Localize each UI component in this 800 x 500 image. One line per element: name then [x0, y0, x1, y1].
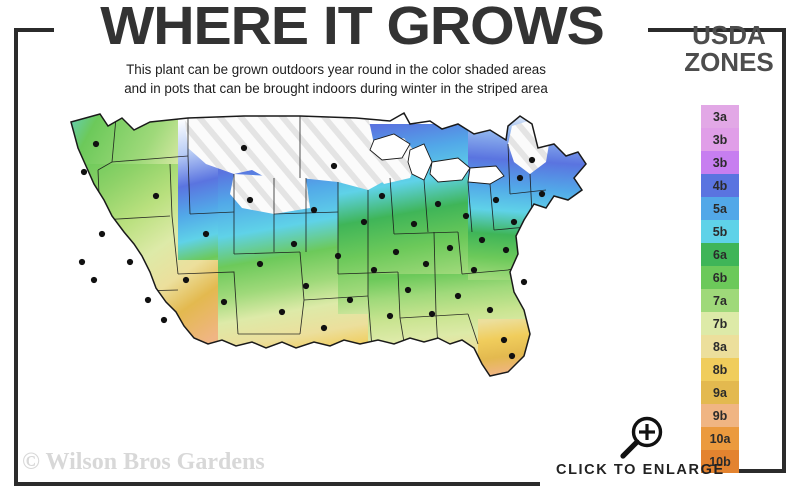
- legend-zone-9a-12: 9a: [701, 381, 739, 404]
- frame-bottom-right: [726, 469, 786, 473]
- legend-zone-7a-8: 7a: [701, 289, 739, 312]
- legend-zone-3a-0: 3a: [701, 105, 739, 128]
- legend-zone-5b-5: 5b: [701, 220, 739, 243]
- city-dots: [78, 140, 546, 360]
- striped-region-wyoming: [230, 174, 310, 214]
- legend-title-line-2: ZONES: [684, 47, 774, 77]
- legend-zone-7b-9: 7b: [701, 312, 739, 335]
- subtitle-line-2: and in pots that can be brought indoors …: [124, 81, 548, 96]
- legend-zone-3b-2: 3b: [701, 151, 739, 174]
- legend-zone-6a-6: 6a: [701, 243, 739, 266]
- magnifier-plus-icon[interactable]: [614, 415, 668, 466]
- frame-left: [14, 28, 18, 486]
- legend-title-line-1: USDA: [692, 20, 766, 50]
- frame-top-left: [14, 28, 54, 32]
- legend-zone-6b-7: 6b: [701, 266, 739, 289]
- frame-bottom-left: [14, 482, 540, 486]
- watermark: © Wilson Bros Gardens: [22, 449, 265, 475]
- frame-top-right: [648, 28, 786, 32]
- subtitle-line-1: This plant can be grown outdoors year ro…: [126, 62, 546, 77]
- legend-zone-10b-15: 10b: [701, 450, 739, 473]
- subtitle: This plant can be grown outdoors year ro…: [26, 60, 646, 98]
- page-title: WHERE IT GROWS: [100, 0, 605, 56]
- map-fill-layer: [71, 113, 586, 376]
- legend-zone-8a-10: 8a: [701, 335, 739, 358]
- us-national-outline: [70, 111, 587, 377]
- legend-zone-8b-11: 8b: [701, 358, 739, 381]
- legend-zone-5a-4: 5a: [701, 197, 739, 220]
- legend-zone-10a-14: 10a: [701, 427, 739, 450]
- legend-title: USDA ZONES: [660, 22, 798, 76]
- frame-right-lower: [782, 440, 786, 472]
- usda-hardiness-zone-map[interactable]: [38, 104, 638, 454]
- frame-right: [782, 28, 786, 440]
- great-lakes: [369, 133, 505, 185]
- legend-zone-4b-3: 4b: [701, 174, 739, 197]
- striped-region-northern-plains: [184, 113, 390, 190]
- legend-zone-9b-13: 9b: [701, 404, 739, 427]
- legend-zone-list: 3a 3b 3b 4b 5a 5b 6a 6b 7a 7b 8a 8b 9a 9b 10a 10b: [701, 105, 739, 473]
- click-to-enlarge-label[interactable]: CLICK TO ENLARGE: [556, 462, 725, 478]
- legend-zone-3b-1: 3b: [701, 128, 739, 151]
